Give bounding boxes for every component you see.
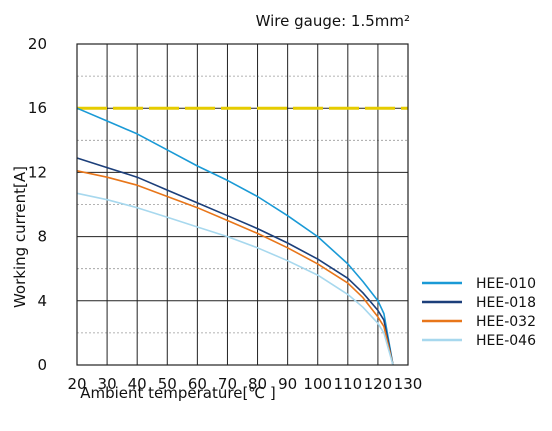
x-tick-label: 100: [303, 375, 332, 393]
axes: [76, 43, 409, 366]
y-tick-label: 0: [37, 356, 47, 374]
x-tick-label: 110: [333, 375, 362, 393]
legend: HEE-010 HEE-018 HEE-032 HEE-046: [422, 276, 536, 349]
series-line-hee-032: [76, 170, 394, 366]
x-tick-label: 80: [248, 375, 267, 393]
chart-title: Wire gauge: 1.5mm²: [256, 12, 410, 30]
x-tick-label: 90: [278, 375, 297, 393]
x-axis-label: Ambient temperature[℃ ]: [80, 384, 276, 402]
x-tick-label: 40: [128, 375, 147, 393]
series-line-hee-046: [76, 192, 394, 366]
legend-label: HEE-046: [476, 333, 536, 349]
x-tick-label: 70: [218, 375, 237, 393]
x-tick-label: 130: [394, 375, 423, 393]
legend-label: HEE-032: [476, 314, 536, 330]
x-tick-label: 60: [188, 375, 207, 393]
x-tick-label: 50: [158, 375, 177, 393]
y-tick-label: 20: [28, 35, 47, 53]
x-tick-label: 120: [364, 375, 393, 393]
x-tick-label: 20: [67, 375, 86, 393]
x-tick-labels: 20 30 40 50 60 70 80 90 100 110 120 130: [67, 375, 422, 393]
y-tick-labels: 0 4 8 12 16 20: [28, 35, 47, 374]
y-tick-label: 16: [28, 99, 47, 117]
plot-frame: [76, 43, 409, 366]
series-line-hee-010: [76, 107, 394, 366]
y-tick-label: 8: [37, 228, 47, 246]
y-tick-label: 12: [28, 163, 47, 181]
x-tick-label: 30: [98, 375, 117, 393]
legend-label: HEE-018: [476, 295, 536, 311]
y-axis-label: Working current[A]: [11, 166, 29, 308]
series-group: [76, 107, 394, 366]
legend-label: HEE-010: [476, 276, 536, 292]
y-tick-label: 4: [37, 292, 47, 310]
series-line-hee-018: [76, 157, 394, 366]
